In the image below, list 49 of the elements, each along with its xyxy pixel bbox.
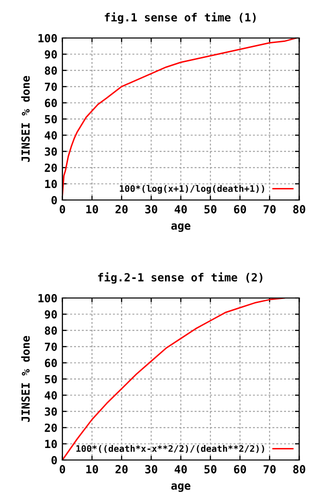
x-tick-label: 60 [234,465,246,474]
y-tick-label: 70 [44,82,57,91]
x-tick-label: 20 [116,465,128,474]
legend-label: 100*(log(x+1)/log(death+1)) [120,184,264,194]
y-tick-label: 30 [44,407,57,416]
x-tick-label: 80 [293,465,306,474]
y-tick-label: 40 [44,391,57,400]
x-tick-label: 10 [86,205,98,214]
x-tick-label: 70 [264,205,276,214]
y-axis-title: JINSEI % done [21,336,30,422]
y-tick-label: 80 [44,66,57,75]
x-tick-label: 10 [86,465,98,474]
x-tick-label: 40 [174,205,187,214]
y-tick-label: 100 [38,34,57,42]
y-tick-label: 0 [52,196,57,204]
y-tick-label: 90 [44,50,57,59]
y-tick-label: 90 [44,310,57,319]
x-axis-title: age [171,483,190,492]
x-tick-label: 30 [145,465,158,474]
x-tick-label: 20 [116,205,128,214]
y-tick-label: 30 [44,147,57,156]
x-tick-label: 70 [264,465,276,474]
line-series [62,38,297,196]
y-axis-title: JINSEI % done [21,76,30,162]
x-axis-title: age [171,223,190,232]
y-tick-label: 20 [44,424,57,432]
y-tick-label: 40 [44,131,57,140]
x-tick-label: 40 [174,465,187,474]
x-tick-label: 50 [204,205,216,214]
chart-title: fig.2-1 sense of time (2) [98,272,262,284]
chart-title: fig.1 sense of time (1) [104,12,256,24]
x-tick-label: 30 [145,205,158,214]
y-tick-label: 50 [44,114,57,124]
y-tick-label: 50 [44,374,57,384]
x-tick-label: 50 [204,465,216,474]
y-tick-label: 10 [45,180,57,188]
y-tick-label: 60 [44,98,57,108]
y-tick-label: 10 [45,440,57,448]
x-tick-label: 0 [60,465,66,474]
y-tick-label: 100 [38,294,57,302]
y-tick-label: 80 [44,326,57,335]
legend-label: 100*((death*x-x**2/2)/(death**2/2)) [76,444,264,453]
x-tick-label: 60 [234,205,246,214]
y-tick-label: 60 [44,358,57,368]
y-tick-label: 0 [52,456,57,464]
y-tick-label: 20 [44,164,57,172]
y-tick-label: 70 [44,342,57,351]
x-tick-label: 80 [293,205,306,214]
x-tick-label: 0 [60,205,66,214]
